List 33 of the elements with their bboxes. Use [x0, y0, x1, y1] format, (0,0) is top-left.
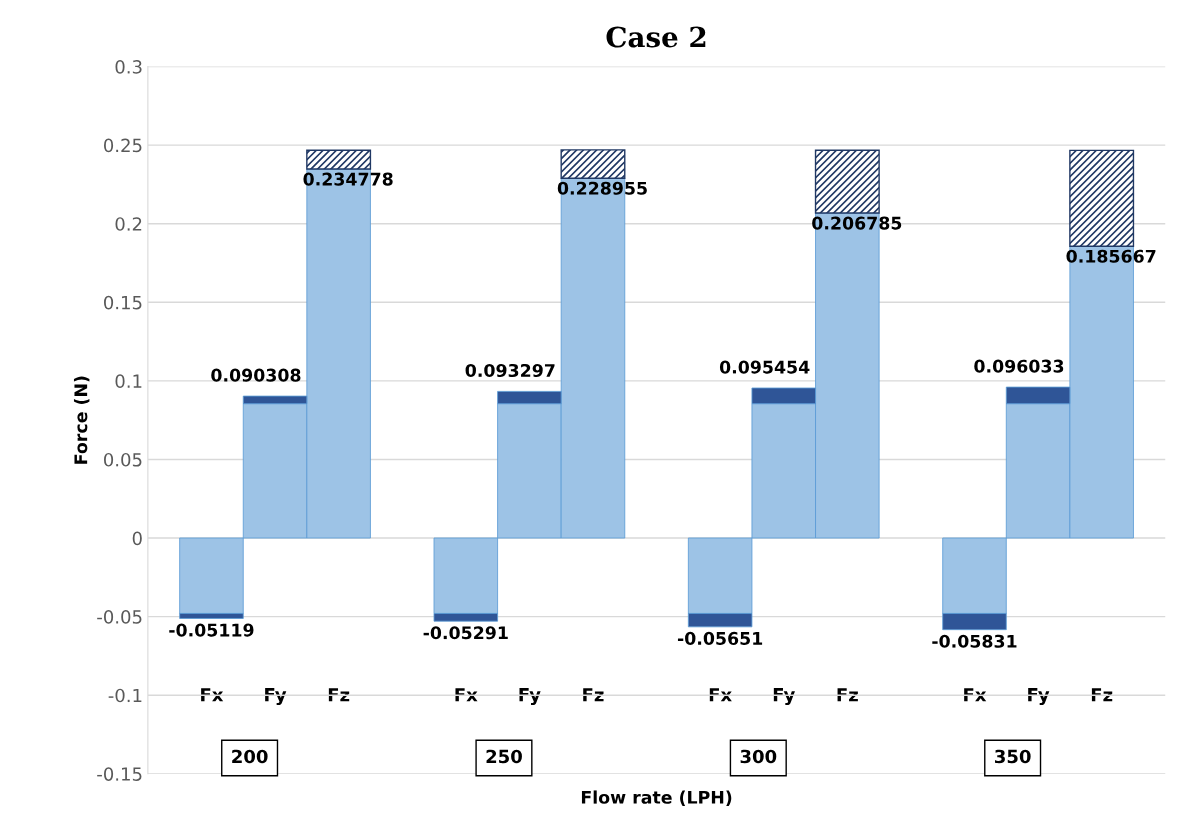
annotation: 300: [740, 749, 777, 764]
bar: [560, 149, 626, 179]
data-label: 0.234778: [303, 172, 393, 186]
data-label: 0.185667: [1066, 249, 1156, 263]
y-tick-label: 0.1: [115, 374, 142, 388]
total-label: -0.05831: [932, 634, 1017, 648]
bar: [814, 149, 880, 214]
total-label: 0.093297: [465, 363, 555, 378]
annotation: 200: [232, 749, 268, 764]
y-tick-label: 0.3: [115, 60, 142, 74]
data-label: 0.206785: [812, 216, 902, 230]
total-label: 0.096033: [974, 359, 1064, 373]
annotation: 350: [995, 749, 1031, 764]
y-tick-label: 0.05: [104, 452, 142, 467]
total-label: -0.05119: [169, 623, 254, 637]
annotation: 250: [486, 749, 522, 764]
total-label: 0.090308: [211, 368, 301, 382]
chart-title: Case 2: [606, 26, 706, 48]
y-tick-label: 0.25: [104, 138, 142, 153]
total-label: 0.095454: [719, 360, 810, 374]
y-tick-label: 0: [132, 531, 142, 546]
y-axis-title: Force (N): [73, 376, 90, 464]
y-tick-label: 0.2: [115, 217, 142, 231]
y-tick-label: 0.15: [104, 295, 142, 310]
y-tick-label: -0.1: [108, 688, 142, 703]
total-label: -0.05651: [677, 631, 763, 645]
bar: [1069, 149, 1135, 247]
total-label: -0.05291: [423, 626, 508, 640]
bar: [306, 149, 372, 170]
x-axis-title: Flow rate (LPH): [581, 790, 732, 806]
y-tick-label: -0.15: [97, 767, 142, 781]
y-tick-label: -0.05: [97, 610, 142, 624]
data-label: 0.228955: [557, 181, 647, 195]
